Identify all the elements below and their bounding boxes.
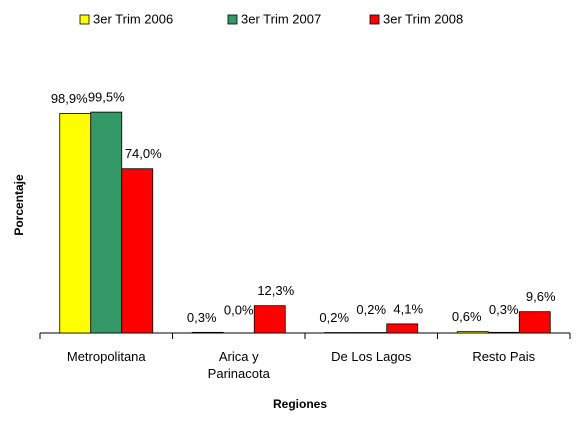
data-label: 0,2% — [319, 310, 349, 325]
data-label: 99,5% — [88, 90, 125, 105]
bar — [386, 323, 419, 334]
bar — [191, 331, 224, 334]
x-axis-title: Regiones — [273, 397, 327, 411]
x-tick-label: De Los Lagos — [331, 349, 412, 364]
x-tick-label: Arica y Parinacota — [207, 349, 270, 381]
data-label: 0,6% — [452, 309, 482, 324]
bar — [90, 111, 123, 334]
data-label: 0,3% — [489, 302, 519, 317]
legend-swatch — [79, 14, 90, 25]
legend-label: 3er Trim 2006 — [93, 11, 173, 26]
x-tick-label: Resto Pais — [472, 349, 536, 364]
data-label: 0,0% — [224, 302, 254, 317]
legend-label: 3er Trim 2007 — [241, 11, 321, 26]
data-label: 0,3% — [187, 310, 217, 325]
data-label: 9,6% — [526, 289, 556, 304]
legend-swatch — [227, 14, 238, 25]
bar — [456, 331, 489, 334]
legend-swatch — [369, 14, 380, 25]
x-tick-label: Metropolitana — [66, 349, 146, 364]
data-label: 12,3% — [257, 283, 294, 298]
data-label: 4,1% — [393, 301, 423, 316]
data-label: 98,9% — [51, 91, 88, 106]
bar — [59, 113, 92, 334]
bar — [518, 311, 551, 334]
data-label: 0,2% — [356, 302, 386, 317]
y-axis-title: Porcentaje — [12, 174, 26, 236]
data-label: 74,0% — [125, 146, 162, 161]
bar — [121, 168, 154, 334]
bar — [253, 305, 286, 334]
legend-label: 3er Trim 2008 — [383, 11, 463, 26]
bar — [487, 331, 520, 334]
